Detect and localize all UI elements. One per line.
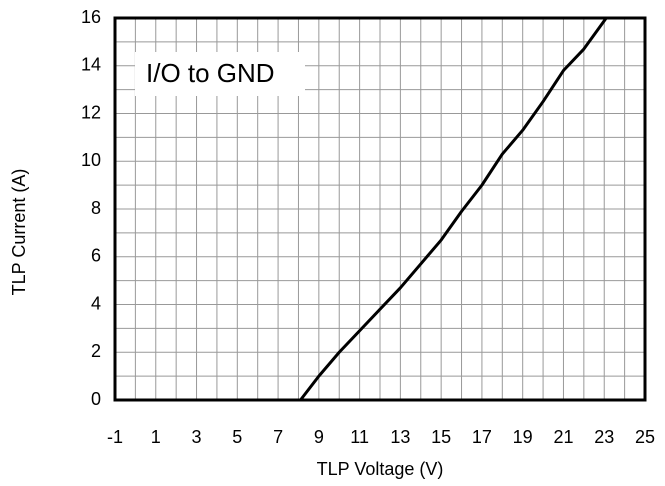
- x-tick-label: 17: [472, 427, 492, 447]
- y-tick-label: 0: [91, 389, 101, 409]
- y-tick-label: 10: [81, 150, 101, 170]
- y-tick-label: 6: [91, 246, 101, 266]
- annotation: I/O to GND: [146, 58, 275, 88]
- plot-frame: [113, 16, 647, 402]
- x-tick-label: 11: [350, 427, 369, 447]
- x-tick-label: 5: [232, 427, 242, 447]
- x-tick-label: 7: [273, 427, 283, 447]
- x-tick-label: 3: [192, 427, 202, 447]
- y-tick-label: 16: [81, 7, 101, 27]
- data-line: [151, 17, 608, 402]
- y-tick-label: 12: [81, 102, 101, 122]
- x-tick-label: 19: [513, 427, 533, 447]
- y-tick-label: 14: [81, 55, 101, 75]
- y-tick-label: 4: [91, 293, 101, 313]
- x-tick-label: -1: [107, 427, 123, 447]
- x-tick-label: 13: [390, 427, 410, 447]
- grid: [114, 17, 646, 401]
- x-tick-label: 23: [594, 427, 614, 447]
- x-tick-label: 1: [151, 427, 161, 447]
- x-tick-label: 21: [553, 427, 573, 447]
- x-tick-label: 25: [635, 427, 655, 447]
- x-tick-label: 15: [431, 427, 451, 447]
- y-tick-label: 8: [91, 198, 101, 218]
- y-tick-label: 2: [91, 341, 101, 361]
- x-axis-label: TLP Voltage (V): [317, 459, 444, 479]
- x-tick-label: 9: [314, 427, 324, 447]
- y-axis-label: TLP Current (A): [9, 169, 29, 296]
- annotation-box: [135, 52, 305, 96]
